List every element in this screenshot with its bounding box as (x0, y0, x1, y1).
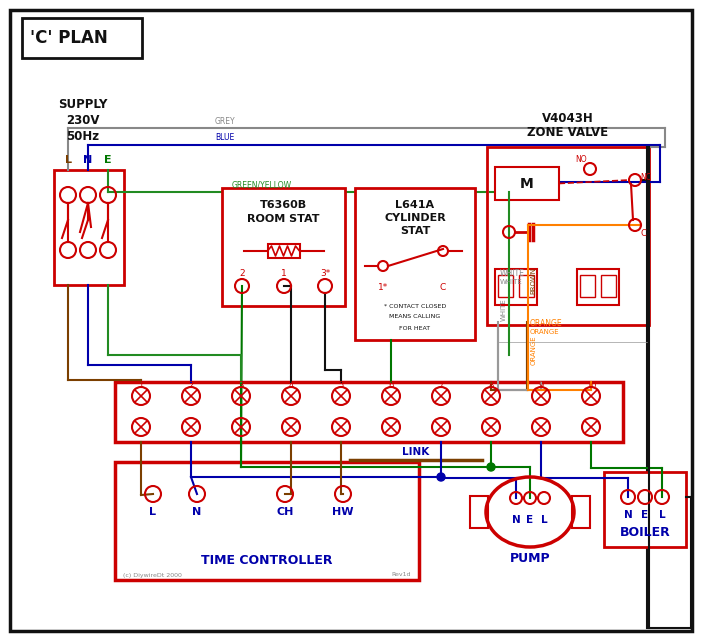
Text: PUMP: PUMP (510, 551, 550, 565)
Text: WHITE: WHITE (500, 279, 523, 285)
FancyBboxPatch shape (115, 462, 419, 580)
Text: 1: 1 (281, 269, 287, 278)
Text: 10: 10 (585, 381, 596, 390)
FancyBboxPatch shape (487, 147, 649, 325)
FancyBboxPatch shape (577, 269, 619, 305)
Text: BROWN: BROWN (530, 267, 536, 294)
FancyBboxPatch shape (495, 269, 537, 305)
Text: FOR HEAT: FOR HEAT (399, 326, 430, 331)
FancyBboxPatch shape (355, 188, 475, 340)
Text: HW: HW (332, 507, 354, 517)
Text: C: C (640, 229, 646, 238)
Text: N: N (623, 510, 633, 520)
FancyBboxPatch shape (519, 275, 534, 297)
Text: E: E (526, 515, 534, 525)
Text: BOILER: BOILER (620, 526, 670, 538)
Text: 7: 7 (438, 381, 444, 390)
Text: L: L (541, 515, 548, 525)
Text: TIME CONTROLLER: TIME CONTROLLER (201, 553, 333, 567)
Circle shape (437, 473, 445, 481)
FancyBboxPatch shape (54, 170, 124, 285)
FancyBboxPatch shape (580, 275, 595, 297)
Text: 50Hz: 50Hz (67, 131, 100, 144)
FancyBboxPatch shape (115, 382, 623, 442)
Text: ROOM STAT: ROOM STAT (247, 214, 319, 224)
FancyBboxPatch shape (601, 275, 616, 297)
Text: 1*: 1* (378, 283, 388, 292)
Text: LINK: LINK (402, 447, 430, 457)
Text: CYLINDER: CYLINDER (384, 213, 446, 223)
Text: 5: 5 (338, 381, 343, 390)
Text: Rev1d: Rev1d (392, 572, 411, 578)
Text: N: N (512, 515, 520, 525)
Text: V4043H: V4043H (542, 113, 594, 126)
Text: ORANGE: ORANGE (531, 335, 537, 365)
Text: ORANGE: ORANGE (530, 319, 562, 328)
Text: 2: 2 (239, 269, 245, 278)
Text: N: N (192, 507, 201, 517)
Text: L641A: L641A (395, 200, 435, 210)
Text: 3: 3 (238, 381, 244, 390)
FancyBboxPatch shape (222, 188, 345, 306)
Text: (c) DiywireDt 2000: (c) DiywireDt 2000 (123, 572, 182, 578)
Circle shape (487, 463, 495, 471)
FancyBboxPatch shape (22, 18, 142, 58)
Text: ZONE VALVE: ZONE VALVE (527, 126, 609, 140)
FancyBboxPatch shape (470, 496, 488, 528)
Text: L: L (658, 510, 665, 520)
Text: BLUE: BLUE (215, 133, 234, 142)
FancyBboxPatch shape (604, 472, 686, 547)
Text: * CONTACT CLOSED: * CONTACT CLOSED (384, 303, 446, 308)
Text: N: N (84, 155, 93, 165)
Text: WHITE: WHITE (500, 269, 525, 278)
FancyBboxPatch shape (10, 10, 692, 631)
FancyBboxPatch shape (267, 244, 300, 258)
Text: GREY: GREY (215, 117, 236, 126)
Text: 3*: 3* (320, 269, 330, 278)
Text: SUPPLY: SUPPLY (58, 99, 107, 112)
Text: L: L (150, 507, 157, 517)
Text: NC: NC (640, 172, 651, 181)
Text: STAT: STAT (400, 226, 430, 236)
Text: 'C' PLAN: 'C' PLAN (30, 29, 107, 47)
Text: 6: 6 (388, 381, 394, 390)
Text: GREEN/YELLOW: GREEN/YELLOW (232, 181, 292, 190)
Text: 9: 9 (538, 381, 543, 390)
Text: T6360B: T6360B (260, 200, 307, 210)
Text: NO: NO (575, 156, 587, 165)
Text: M: M (520, 176, 534, 190)
Text: 8: 8 (489, 381, 494, 390)
Text: WHITE: WHITE (501, 299, 507, 321)
Text: 2: 2 (188, 381, 194, 390)
FancyBboxPatch shape (572, 496, 590, 528)
Text: 230V: 230V (66, 115, 100, 128)
Text: E: E (104, 155, 112, 165)
Text: CH: CH (277, 507, 293, 517)
Text: 1: 1 (138, 381, 144, 390)
Text: ORANGE: ORANGE (530, 329, 559, 335)
FancyBboxPatch shape (498, 275, 513, 297)
Text: MEANS CALLING: MEANS CALLING (390, 315, 441, 319)
Text: C: C (440, 283, 446, 292)
FancyBboxPatch shape (495, 167, 559, 200)
Text: E: E (642, 510, 649, 520)
Text: L: L (65, 155, 72, 165)
Text: 4: 4 (289, 381, 293, 390)
